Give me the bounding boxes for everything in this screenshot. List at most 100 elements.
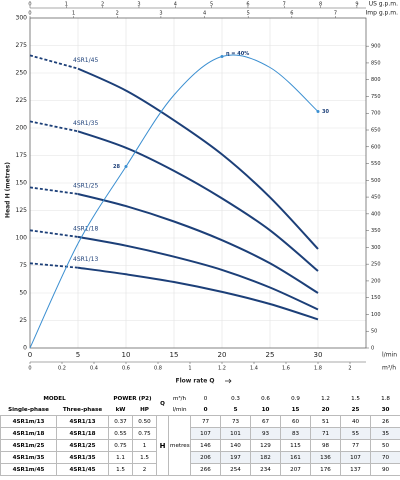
y-tick-label: 200 [16,125,28,132]
cell: 4SR1m/18 [0,427,57,440]
top-tick-label: 2 [101,2,104,8]
top-tick-label: 3 [159,11,162,17]
cell: 129 [250,439,282,452]
y2-tick-label: 300 [371,245,381,251]
curve [77,235,319,311]
y2-tick-label: 250 [371,262,381,268]
q-value: 5 [233,406,238,413]
cell: 0.50 [132,415,158,428]
q-value: 0.6 [261,395,270,402]
y-tick-label: 225 [16,97,28,104]
cell: 4SR1m/45 [0,463,57,476]
cell: 90 [370,463,400,476]
cell: 83 [280,427,312,440]
x-axis-label: Flow rate Q [175,378,214,385]
h-unit: metres [168,415,192,476]
top-tick-label: 9 [355,2,358,8]
top-tick-label: 8 [319,2,322,8]
cell: 4SR1/25 [55,439,110,452]
header-cell: POWER (P2) [113,395,152,402]
efficiency-point [124,165,128,168]
cell: 206 [190,451,222,464]
top-tick-label: 1 [72,11,75,17]
curve-dashed [29,120,79,133]
y-axis-label: Head H (metres) [5,162,12,218]
cell: 93 [250,427,282,440]
bottom-tick-label: 0 [28,366,31,372]
top-tick-label: 0 [28,2,31,8]
x-unit-label: l/min [382,352,397,359]
cell: 254 [220,463,252,476]
curve-label: 4SR1/25 [73,183,98,190]
cell: 67 [250,415,282,428]
cell: 1.5 [108,463,134,476]
x-tick-label: 15 [170,351,179,359]
curve-dashed [29,186,79,195]
y2-tick-label: 800 [371,77,381,83]
cell: 26 [370,415,400,428]
cell: 136 [310,451,342,464]
cell: 140 [220,439,252,452]
top-tick-label: 5 [210,2,213,8]
curve-label: 4SR1/13 [73,256,98,263]
cell: 101 [220,427,252,440]
cell: 73 [220,415,252,428]
q-value: 1.5 [351,395,360,402]
q-value: 1.8 [381,395,390,402]
y-tick-label: 125 [16,207,28,214]
top-tick-label: 0 [28,11,31,17]
cell: 137 [340,463,372,476]
cell: 60 [280,415,312,428]
cell: 0.55 [108,427,134,440]
cell: 4SR1/13 [55,415,110,428]
top-tick-label: 5 [247,11,250,17]
curve [77,193,319,294]
curve-dashed [29,262,79,269]
efficiency-label: 30 [322,109,329,115]
bottom-tick-label: 1.8 [314,366,322,372]
cell: 107 [190,427,222,440]
y2-tick-label: 500 [371,178,381,184]
x-tick-label: 5 [76,351,80,359]
cell: 234 [250,463,282,476]
cell: 182 [250,451,282,464]
x-tick-label: 10 [122,351,131,359]
q-value: 0 [203,395,208,402]
cell: 77 [190,415,222,428]
cell: 70 [370,451,400,464]
y2-tick-label: 200 [371,278,381,284]
cell: 115 [280,439,312,452]
y2-tick-label: 350 [371,228,381,234]
cell: 0.75 [132,427,158,440]
curve [77,67,319,250]
cell: 71 [310,427,342,440]
header-cell: Single-phase [8,406,49,413]
y-tick-label: 175 [16,152,28,159]
cell: 0.37 [108,415,134,428]
bottom-tick-label: 0.8 [154,366,162,372]
curve [77,266,319,321]
y2-tick-label: 100 [371,312,381,318]
y-tick-label: 75 [19,262,27,269]
cell: 1.5 [132,451,158,464]
cell: 197 [220,451,252,464]
top-tick-label: 1 [65,2,68,8]
cell: 107 [340,451,372,464]
y2-tick-label: 700 [371,111,381,117]
curve-dashed [29,229,79,238]
y2-tick-label: 550 [371,161,381,167]
bottom-axis-label: m³/h [382,365,396,372]
header-cell: l/min [172,406,187,413]
cell: 2 [132,463,158,476]
y-tick-label: 150 [16,180,28,187]
efficiency-curve [29,54,319,349]
bottom-tick-label: 0.4 [90,366,98,372]
top-tick-label: 4 [174,2,177,8]
header-cell: Q [160,401,165,407]
y-tick-label: 275 [16,42,28,49]
y-tick-label: 250 [16,70,28,77]
cell: 4SR1m/13 [0,415,57,428]
x-tick-label: 25 [266,351,275,359]
